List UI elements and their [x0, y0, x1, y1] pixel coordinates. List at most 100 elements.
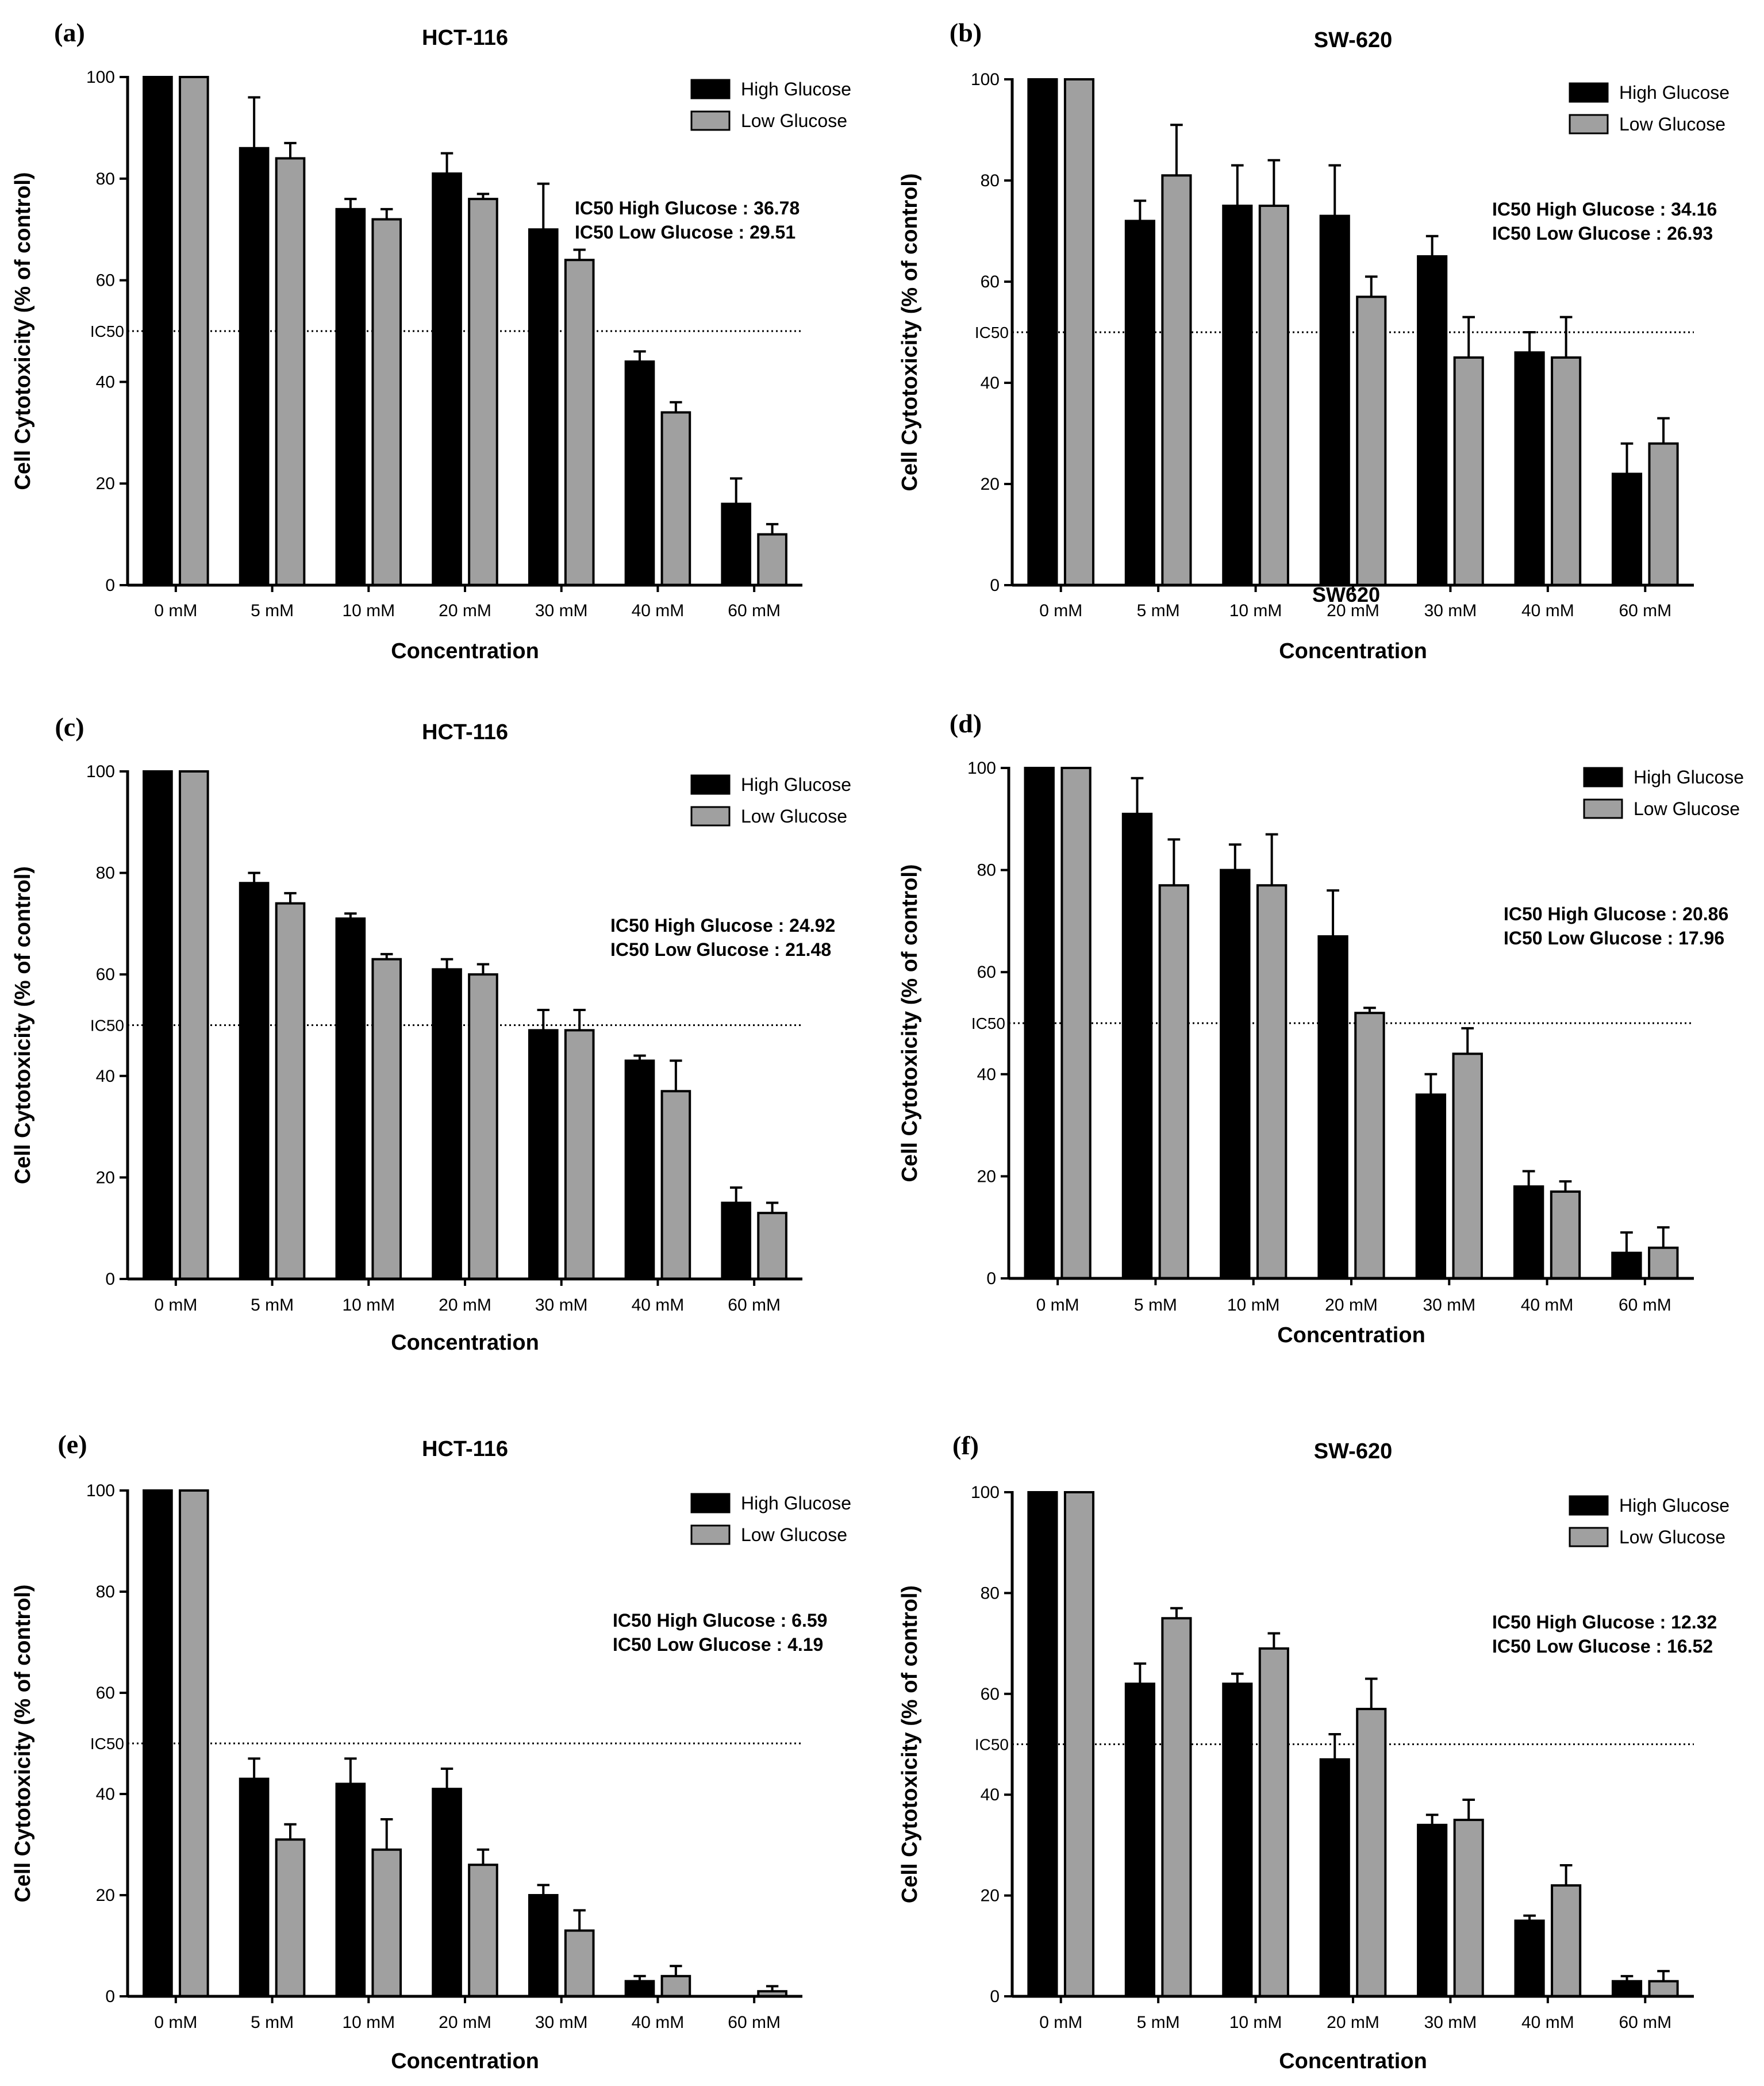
bar-high-glucose	[1415, 1093, 1447, 1280]
ic50-reference-label: IC50	[975, 324, 1009, 341]
legend-swatch-low-glucose	[690, 1524, 731, 1545]
bar-low-glucose	[564, 1029, 595, 1280]
x-tick-label: 20 mM	[439, 601, 491, 620]
y-tick-label: 0	[990, 1987, 1000, 2006]
y-tick-label: 40	[96, 1067, 115, 1086]
y-tick-label: 100	[86, 1481, 115, 1500]
bar-high-glucose	[1514, 351, 1545, 586]
y-tick-label: 40	[96, 372, 115, 391]
bar-high-glucose	[432, 172, 462, 586]
ic50-annotation: IC50 High Glucose : 6.59	[613, 1610, 827, 1631]
y-axis-label: Cell Cytotoxicity (% of control)	[11, 172, 35, 490]
legend-swatch-low-glucose	[1569, 1527, 1609, 1547]
y-tick-label: 0	[105, 1987, 115, 2006]
bar-high-glucose	[721, 1201, 752, 1281]
x-axis-label: Concentration	[391, 639, 539, 663]
y-tick-label: 80	[96, 1582, 115, 1601]
y-tick-label: 100	[86, 762, 115, 781]
y-tick-label: 20	[96, 1168, 115, 1187]
y-tick-label: 80	[981, 171, 1000, 190]
x-axis-label: Concentration	[1279, 639, 1427, 663]
legend-swatch-high-glucose	[690, 1493, 731, 1513]
y-tick-label: 60	[96, 1684, 115, 1703]
chart-title: SW-620	[1314, 1439, 1393, 1463]
bar-low-glucose	[564, 1929, 595, 1998]
bar-low-glucose	[275, 902, 306, 1280]
bar-low-glucose	[757, 533, 787, 586]
x-tick-label: 60 mM	[1619, 2013, 1671, 2032]
x-tick-label: 40 mM	[1521, 1296, 1574, 1315]
ic50-annotation: IC50 High Glucose : 20.86	[1504, 904, 1728, 924]
legend-label: Low Glucose	[1619, 114, 1725, 135]
bar-high-glucose	[432, 1788, 462, 1997]
panel-letter: (b)	[950, 18, 982, 47]
y-tick-label: 60	[981, 1685, 1000, 1704]
bar-high-glucose	[239, 147, 270, 586]
x-tick-label: 30 mM	[535, 1296, 588, 1315]
y-tick-label: 0	[986, 1269, 996, 1288]
y-axis-label: Cell Cytotoxicity (% of control)	[898, 1585, 922, 1903]
y-tick-label: 80	[96, 170, 115, 189]
x-tick-label: 30 mM	[1424, 2013, 1477, 2032]
panel-letter: (c)	[55, 712, 84, 742]
panel-letter: (d)	[950, 709, 982, 738]
ic50-reference-label: IC50	[90, 1017, 124, 1035]
legend-label: High Glucose	[1619, 82, 1730, 103]
bar-low-glucose	[1256, 884, 1288, 1280]
y-tick-label: 80	[96, 864, 115, 883]
bar-high-glucose	[1024, 767, 1055, 1280]
bar-low-glucose	[1453, 356, 1484, 586]
bar-high-glucose	[1124, 220, 1155, 586]
x-tick-label: 5 mM	[1137, 601, 1180, 620]
bar-low-glucose	[1060, 767, 1092, 1280]
bar-high-glucose	[624, 1059, 655, 1281]
bar-low-glucose	[1063, 1491, 1095, 1997]
ic50-reference-label: IC50	[975, 1736, 1009, 1754]
chart-panel: (b) SW-620 0 mM 5 mM 10 mM 20 mM 30 mM 40 mM 60 …	[898, 18, 1730, 663]
x-tick-label: 10 mM	[1227, 1296, 1280, 1315]
ic50-reference-label: IC50	[971, 1015, 1005, 1032]
bar-low-glucose	[660, 1974, 691, 1998]
chart-title: SW-620	[1314, 28, 1393, 52]
bar-high-glucose	[1222, 205, 1253, 586]
legend-label: High Glucose	[741, 774, 851, 795]
y-tick-label: 60	[981, 272, 1000, 291]
bar-low-glucose	[1648, 1246, 1679, 1280]
chart-panel: (d) 0 mM 5 mM 10 mM 20 mM 30 mM 40 mM 60 mM 0 20 4…	[898, 709, 1744, 1347]
bar-high-glucose	[1417, 255, 1448, 586]
x-axis-label: Concentration	[391, 2049, 539, 2073]
bar-high-glucose	[1220, 869, 1251, 1280]
legend-label: Low Glucose	[741, 1524, 847, 1545]
x-tick-label: 20 mM	[439, 2013, 491, 2032]
x-tick-label: 20 mM	[1327, 2013, 1379, 2032]
y-axis-label: Cell Cytotoxicity (% of control)	[11, 866, 35, 1184]
bar-high-glucose	[1611, 472, 1643, 587]
bar-high-glucose	[335, 917, 366, 1280]
chart-title: HCT-116	[422, 1437, 508, 1461]
ic50-annotation: IC50 Low Glucose : 29.51	[575, 222, 795, 243]
ic50-reference-label: IC50	[90, 1735, 124, 1753]
bar-low-glucose	[371, 958, 402, 1280]
x-axis-label: Concentration	[1279, 2049, 1427, 2073]
x-tick-label: 0 mM	[1039, 2013, 1082, 2032]
y-tick-label: 20	[981, 1887, 1000, 1906]
x-tick-label: 20 mM	[1327, 601, 1379, 620]
chart-title: HCT-116	[422, 26, 508, 50]
bar-low-glucose	[1648, 1980, 1679, 1997]
bar-high-glucose	[1124, 1682, 1155, 1997]
chart-panel: (e) HCT-116 0 mM 5 mM 10 mM 20 mM 30 mM 40 mM 60…	[11, 1430, 851, 2073]
x-tick-label: 10 mM	[342, 2013, 395, 2032]
bar-high-glucose	[1319, 1758, 1350, 1998]
bar-low-glucose	[1551, 1884, 1582, 1998]
y-tick-label: 20	[96, 1886, 115, 1905]
bar-low-glucose	[660, 1090, 691, 1281]
bar-high-glucose	[432, 968, 462, 1280]
bar-high-glucose	[143, 770, 173, 1280]
bar-low-glucose	[1161, 174, 1192, 586]
y-axis-label: Cell Cytotoxicity (% of control)	[898, 173, 922, 491]
x-tick-label: 30 mM	[1424, 601, 1477, 620]
bar-low-glucose	[757, 1212, 787, 1280]
ic50-annotation: IC50 High Glucose : 34.16	[1492, 199, 1717, 220]
bar-high-glucose	[1611, 1980, 1643, 1997]
legend-swatch-high-glucose	[690, 774, 731, 795]
